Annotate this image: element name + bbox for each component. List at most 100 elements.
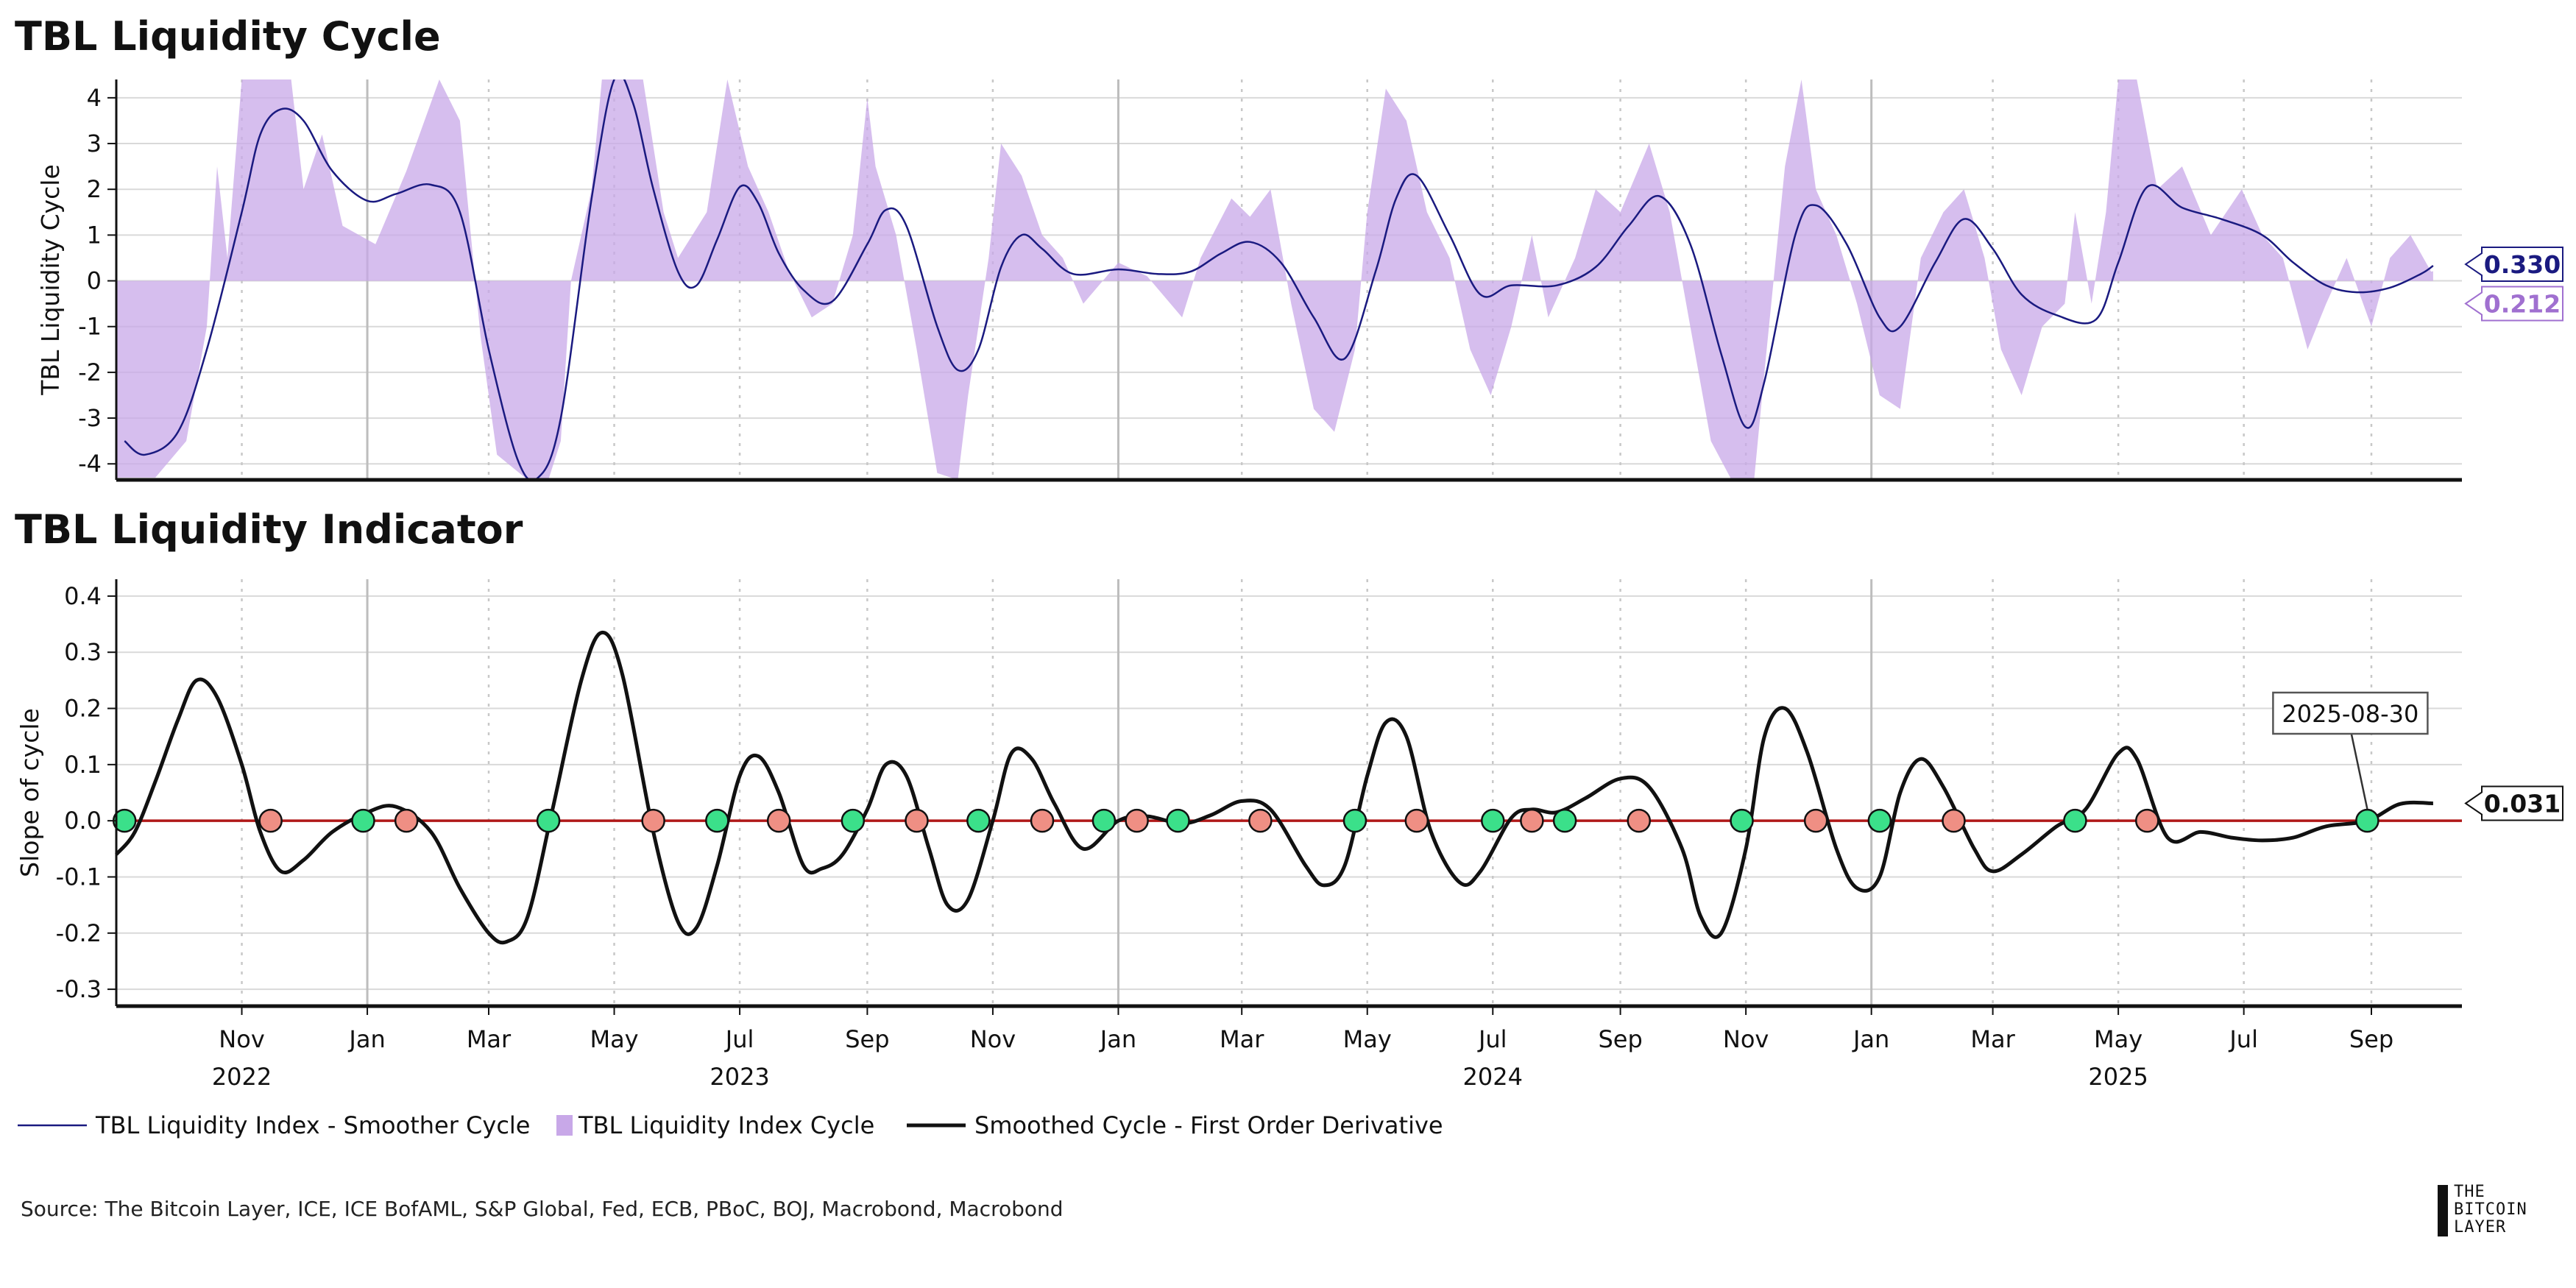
top-ytick-label-1: 3: [87, 130, 102, 158]
bottom-grid: [116, 579, 2462, 1006]
signal-marker-red-23: [1803, 808, 1828, 833]
legend-label-derivative: Smoothed Cycle - First Order Derivative: [974, 1111, 1443, 1139]
signal-marker-red-25: [1942, 808, 1966, 833]
logo-line-2: BITCOIN: [2454, 1200, 2527, 1219]
signal-marker-green-12: [1091, 808, 1117, 833]
bottom-ytick-label-3: 0.1: [64, 751, 102, 779]
bottom-ytick-label-6: -0.2: [56, 919, 102, 947]
x-month-label-1: Jan: [347, 1025, 385, 1053]
x-month-label-15: May: [2094, 1025, 2142, 1053]
bottom-ytick-label-5: -0.1: [56, 863, 102, 891]
signal-marker-green-26: [2063, 808, 2087, 833]
x-year-label-1: 2023: [710, 1063, 769, 1091]
x-month-label-2: Mar: [467, 1025, 512, 1053]
signal-marker-green-18: [1481, 808, 1505, 833]
top-ytick-label-8: -4: [78, 450, 102, 478]
legend: TBL Liquidity Index - Smoother Cycle TBL …: [18, 1111, 1443, 1139]
x-month-label-9: May: [1343, 1025, 1392, 1053]
signal-marker-red-13: [1125, 808, 1149, 833]
x-month-label-4: Jul: [724, 1025, 754, 1053]
legend-label-cycle: TBL Liquidity Index Cycle: [578, 1111, 874, 1139]
x-month-label-10: Jul: [1477, 1025, 1507, 1053]
x-month-label-16: Jul: [2228, 1025, 2258, 1053]
bottom-line-layer: [115, 630, 2462, 945]
signal-marker-green-4: [536, 808, 561, 833]
top-line-layer: [124, 79, 2434, 480]
x-year-label-0: 2022: [212, 1063, 272, 1091]
x-month-label-8: Mar: [1220, 1025, 1264, 1053]
top-ytick-label-5: -1: [78, 313, 102, 341]
top-area-layer: [116, 79, 2433, 480]
bottom-ytick-label-1: 0.3: [64, 638, 102, 666]
logo-line-1: THE: [2454, 1183, 2485, 1201]
signal-marker-red-3: [394, 808, 419, 833]
annotation-text: 2025-08-30: [2282, 700, 2418, 728]
signal-marker-red-9: [905, 808, 929, 833]
annotation-box: [2272, 691, 2429, 735]
x-month-label-3: May: [590, 1025, 638, 1053]
signal-marker-green-20: [1552, 808, 1577, 833]
signal-marker-red-21: [1627, 808, 1652, 833]
source-note: Source: The Bitcoin Layer, ICE, ICE BofA…: [21, 1197, 1064, 1221]
x-month-label-7: Jan: [1099, 1025, 1136, 1053]
legend-label-smoother: TBL Liquidity Index - Smoother Cycle: [95, 1111, 530, 1139]
annotation-leader: [2350, 732, 2368, 810]
signal-marker-green-28: [2355, 808, 2379, 833]
x-month-label-12: Nov: [1723, 1025, 1769, 1053]
top-ytick-label-6: -2: [78, 358, 102, 386]
bottom-ytick-label-0: 0.4: [64, 582, 102, 610]
bottom-ytick-label-7: -0.3: [56, 975, 102, 1003]
signal-marker-red-11: [1030, 808, 1055, 833]
logo-bar: [2438, 1185, 2448, 1236]
cycle-end-label-box: [2464, 286, 2563, 322]
bottom-ytick-label-2: 0.2: [64, 695, 102, 723]
smoother-end-label: 0.330: [2484, 250, 2561, 279]
smoother-cycle-line: [124, 79, 2434, 480]
signal-marker-green-14: [1166, 808, 1190, 833]
x-month-label-17: Sep: [2349, 1025, 2393, 1053]
top-ytick-label-2: 2: [87, 175, 102, 203]
legend-swatch-cycle: [556, 1115, 573, 1136]
signal-marker-green-10: [966, 808, 991, 833]
derivative-line: [115, 630, 2433, 945]
signal-marker-green-24: [1867, 808, 1892, 833]
signal-marker-red-5: [641, 808, 665, 833]
signal-marker-red-15: [1248, 808, 1273, 833]
signal-marker-green-16: [1342, 808, 1367, 833]
signal-marker-red-7: [766, 808, 791, 833]
x-axis-labels: Nov Jan Mar May Jul Sep Nov Jan Mar May Jul Sep Nov J…: [212, 1006, 2393, 1091]
top-ytick-label-0: 4: [87, 84, 102, 112]
top-ytick-label-7: -3: [78, 404, 102, 432]
x-month-label-14: Mar: [1970, 1025, 2015, 1053]
signal-marker-red-27: [2135, 808, 2159, 833]
index-cycle-area: [116, 79, 2433, 480]
logo-text: THE BITCOIN LAYER: [2454, 1183, 2527, 1236]
signal-marker-green-22: [1730, 808, 1754, 833]
bottom-chart-title: TBL Liquidity Indicator: [15, 506, 523, 553]
signal-marker-red-1: [258, 808, 283, 833]
signal-marker-red-19: [1520, 808, 1544, 833]
cycle-end-label: 0.212: [2484, 289, 2561, 318]
brand-logo: THE BITCOIN LAYER: [2438, 1183, 2566, 1238]
signal-marker-red-17: [1404, 808, 1429, 833]
x-month-label-5: Sep: [845, 1025, 889, 1053]
top-ytick-label-3: 1: [87, 221, 102, 249]
smoother-end-label-box: [2464, 247, 2563, 283]
x-month-label-6: Nov: [970, 1025, 1016, 1053]
bottom-ytick-label-4: 0.0: [64, 807, 102, 835]
derivative-end-label-box: [2464, 785, 2563, 821]
top-axes: 4 3 2 1 0 -1 -2 -3 -4 TBL Liquidity Cycle 0.330 0.2…: [36, 79, 2563, 482]
signal-marker-green-2: [351, 808, 375, 833]
bottom-markers-layer: 2025-08-30: [112, 691, 2429, 833]
top-ytick-label-4: 0: [87, 267, 102, 295]
x-month-label-11: Sep: [1598, 1025, 1642, 1053]
bottom-axes: 0.4 0.3 0.2 0.1 0.0 -0.1 -0.2 -0.3 Slope of cycl…: [15, 579, 2563, 1008]
signal-marker-green-8: [841, 808, 866, 833]
x-year-label-2: 2024: [1463, 1063, 1523, 1091]
x-month-label-13: Jan: [1852, 1025, 1889, 1053]
x-year-label-3: 2025: [2088, 1063, 2148, 1091]
logo-line-3: LAYER: [2454, 1218, 2507, 1236]
signal-marker-green-6: [705, 808, 729, 833]
